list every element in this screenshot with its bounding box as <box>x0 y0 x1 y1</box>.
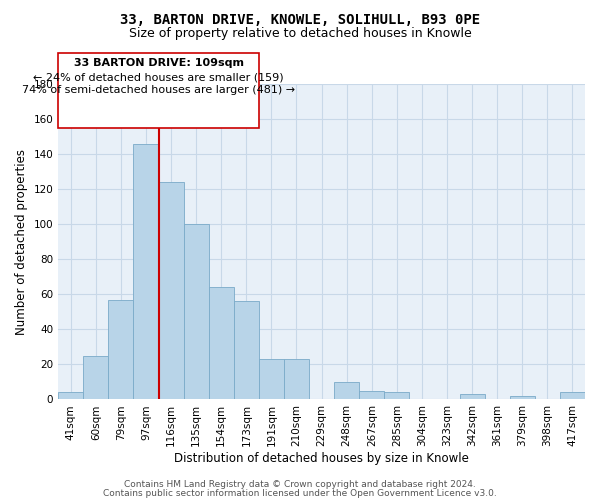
Text: Size of property relative to detached houses in Knowle: Size of property relative to detached ho… <box>128 28 472 40</box>
Text: Contains public sector information licensed under the Open Government Licence v3: Contains public sector information licen… <box>103 488 497 498</box>
Text: ← 24% of detached houses are smaller (159): ← 24% of detached houses are smaller (15… <box>33 72 284 83</box>
Bar <box>184 224 209 400</box>
Bar <box>83 356 109 400</box>
Text: 33 BARTON DRIVE: 109sqm: 33 BARTON DRIVE: 109sqm <box>74 58 244 68</box>
Bar <box>334 382 359 400</box>
Text: 74% of semi-detached houses are larger (481) →: 74% of semi-detached houses are larger (… <box>22 85 295 95</box>
Bar <box>359 390 385 400</box>
X-axis label: Distribution of detached houses by size in Knowle: Distribution of detached houses by size … <box>174 452 469 465</box>
Y-axis label: Number of detached properties: Number of detached properties <box>15 148 28 334</box>
Bar <box>460 394 485 400</box>
Bar <box>284 359 309 400</box>
Bar <box>133 144 158 400</box>
Text: Contains HM Land Registry data © Crown copyright and database right 2024.: Contains HM Land Registry data © Crown c… <box>124 480 476 489</box>
Bar <box>385 392 409 400</box>
Bar <box>209 288 234 400</box>
Bar <box>259 359 284 400</box>
Bar <box>58 392 83 400</box>
Text: 33, BARTON DRIVE, KNOWLE, SOLIHULL, B93 0PE: 33, BARTON DRIVE, KNOWLE, SOLIHULL, B93 … <box>120 12 480 26</box>
Bar <box>109 300 133 400</box>
Bar <box>234 302 259 400</box>
Bar <box>560 392 585 400</box>
Bar <box>510 396 535 400</box>
Bar <box>158 182 184 400</box>
